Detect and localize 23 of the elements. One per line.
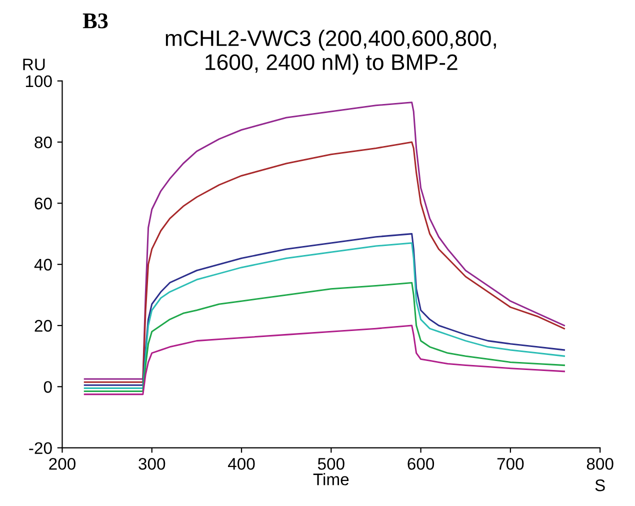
x-tick-label: 600 [408,458,434,470]
x-tick-label: 800 [586,458,614,470]
text: S [595,479,605,492]
text: B3 [82,13,108,28]
line-series [84,324,565,396]
x-tick-label: 200 [49,458,76,470]
x-tick-label: 300 [138,458,166,470]
x-tick-label: 400 [228,458,255,470]
y-axis-title: RU [23,58,45,70]
line-series [84,282,565,392]
line-series [84,141,565,383]
y-tick-label: 100 [26,75,52,88]
x-axis-title: Time [313,473,349,486]
chart-title: mCHL2-VWC3 (200,400,600,800, 1600, 2400 nM) to BMP-2 [166,30,496,74]
line-series [84,102,565,380]
y-tick-label: 80 [34,136,52,148]
y-tick-label: -20 [29,442,52,454]
y-tick-label: 0 [44,381,52,393]
x-tick-label: 700 [497,458,524,470]
y-tick-label: 20 [34,320,52,332]
x-tick-label: 500 [318,458,344,470]
y-tick-label: 60 [34,198,52,210]
y-tick-label: 40 [34,258,52,271]
